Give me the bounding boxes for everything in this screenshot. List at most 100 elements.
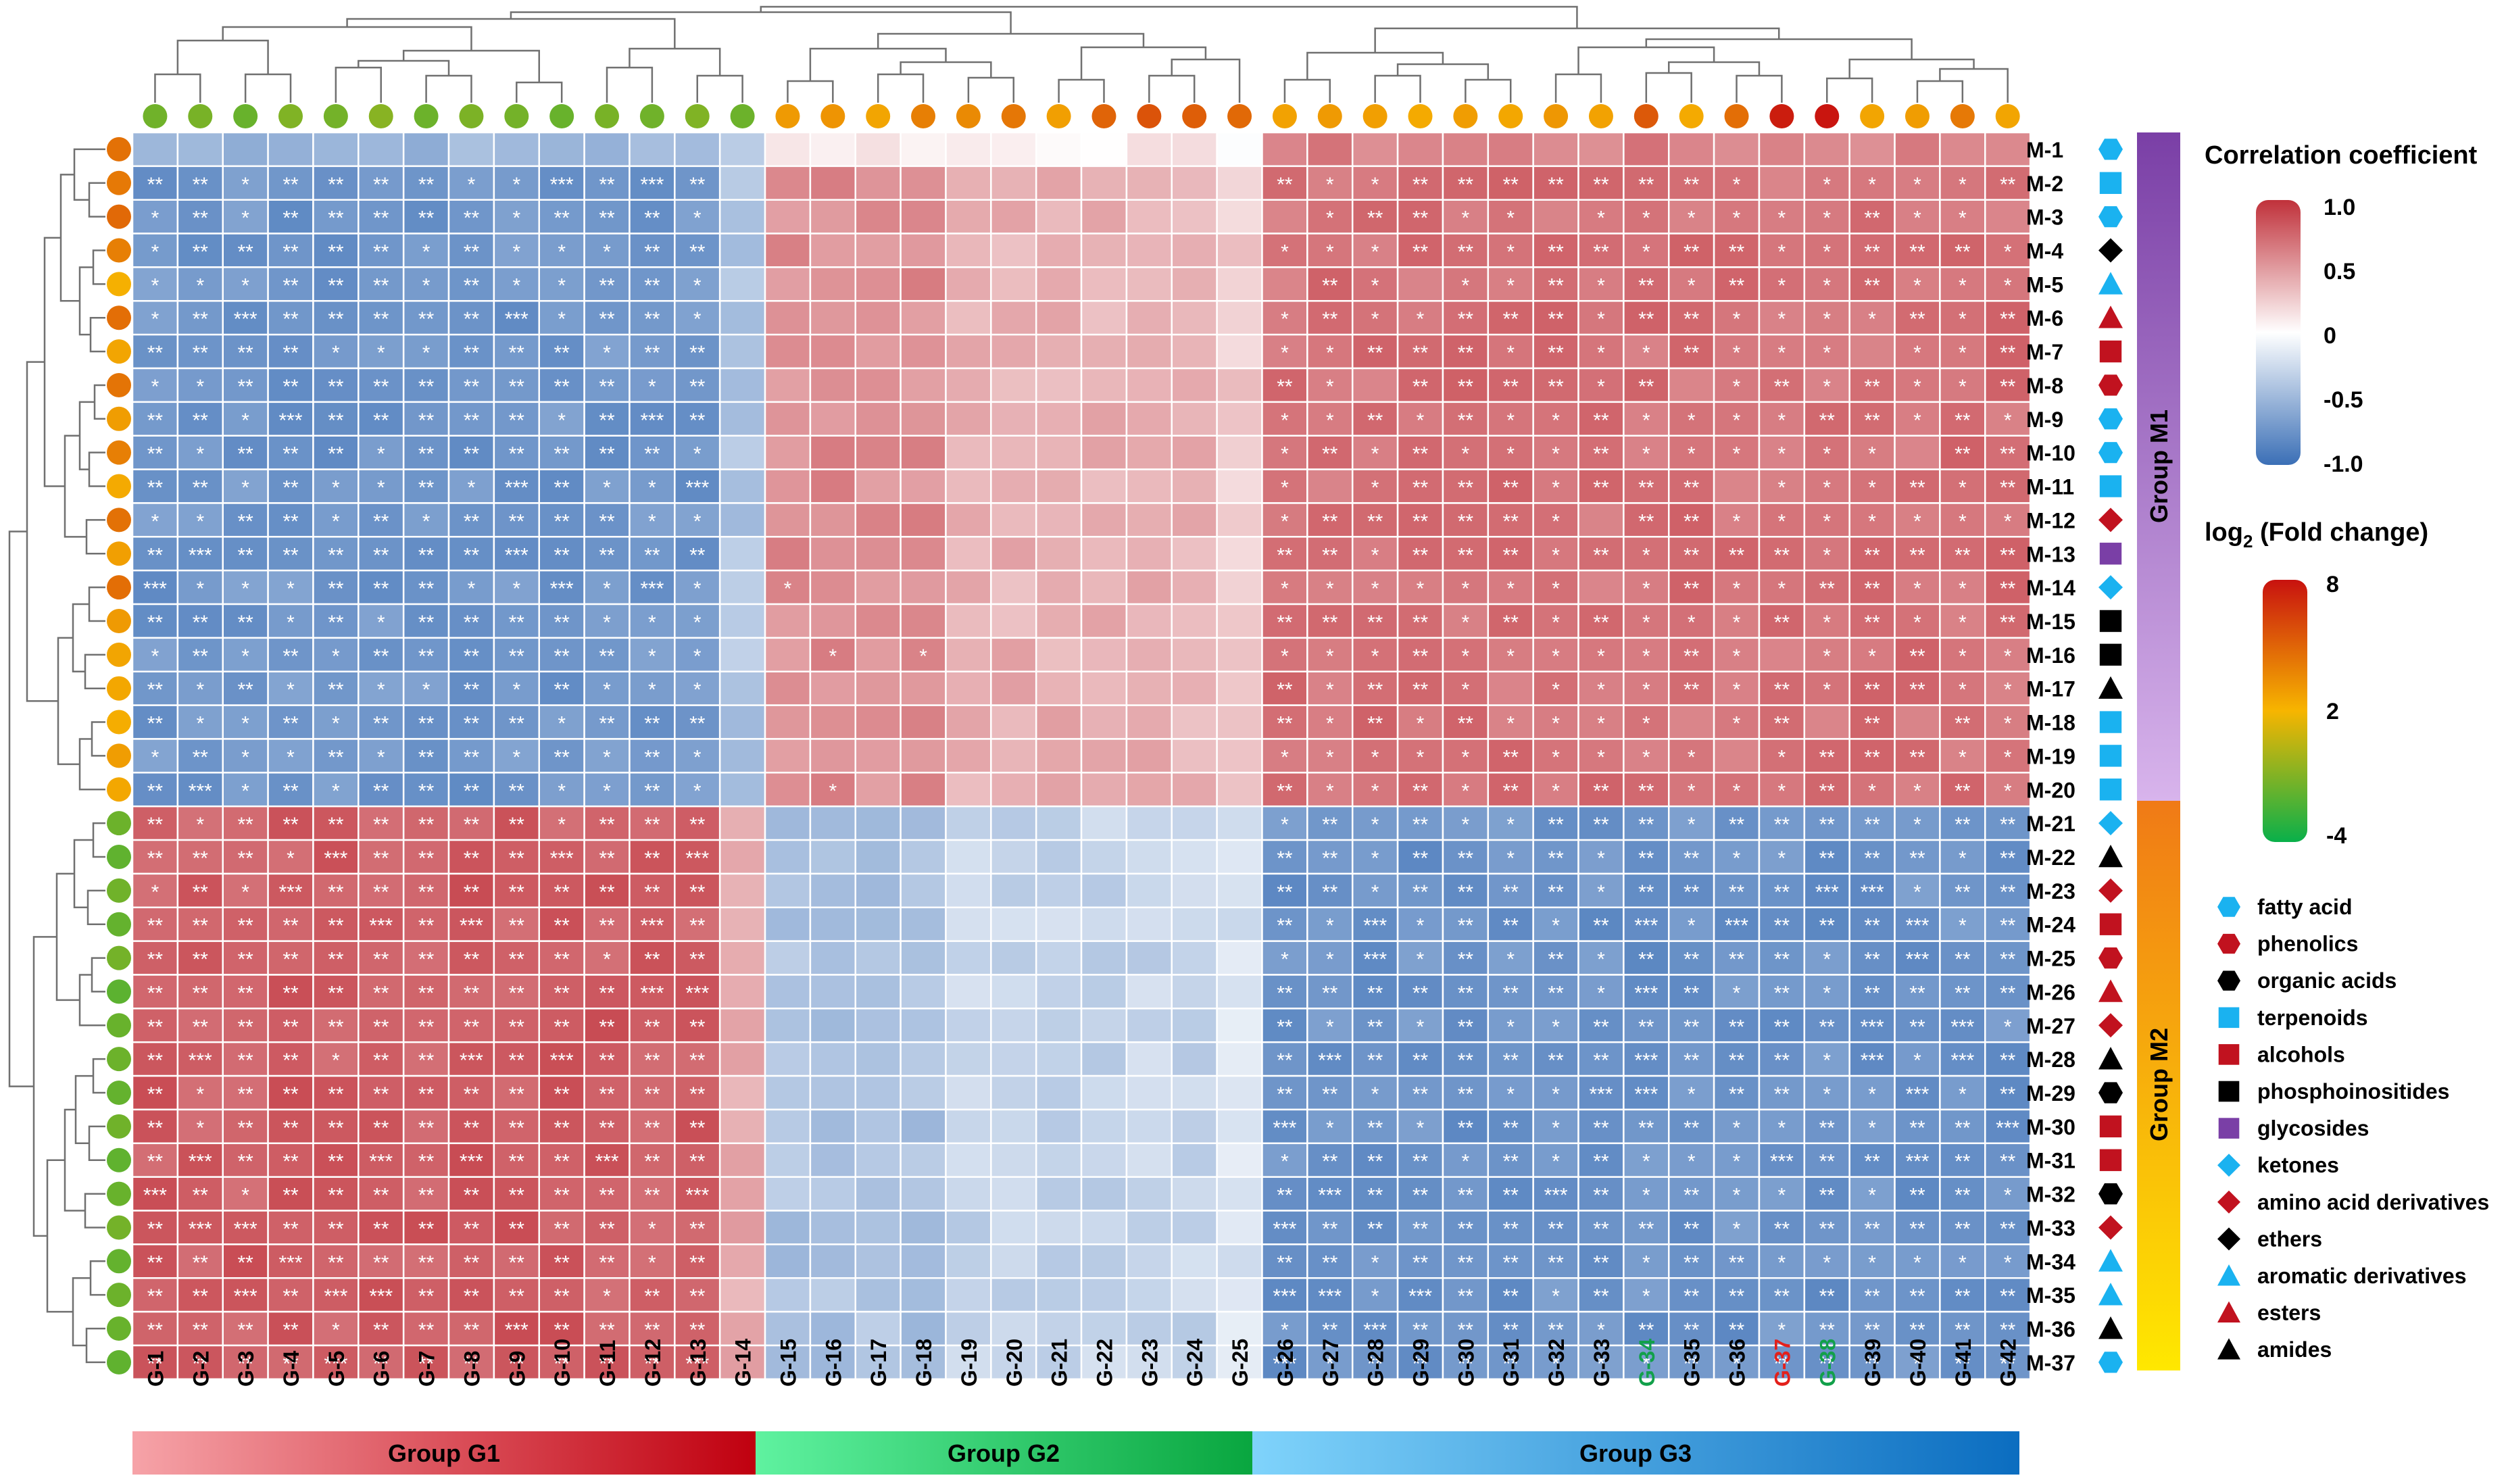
metabolite-fold-change-dot: [107, 945, 131, 970]
heatmap-cell: [764, 569, 812, 605]
heatmap-cell: [1035, 401, 1083, 437]
significance-mark: **: [554, 679, 570, 701]
significance-mark: *: [1778, 847, 1786, 870]
heatmap-cell: [1442, 333, 1490, 370]
significance-mark: *: [1642, 645, 1650, 668]
significance-mark: **: [418, 443, 435, 466]
heatmap-cell: [718, 131, 766, 168]
gene-fold-change-dot: [549, 104, 574, 128]
significance-mark: **: [1458, 1049, 1474, 1072]
dendrogram-link: [244, 73, 292, 103]
heatmap-cell: [1442, 738, 1490, 774]
heatmap-cell: [1894, 300, 1941, 336]
significance-mark: **: [464, 443, 480, 466]
significance-mark: ***: [324, 847, 347, 870]
significance-mark: *: [2004, 1252, 2012, 1274]
significance-mark: **: [554, 612, 570, 634]
significance-mark: **: [1909, 308, 1925, 330]
significance-mark: *: [693, 645, 702, 668]
significance-mark: **: [193, 207, 209, 230]
heatmap-cell: [809, 1142, 857, 1178]
significance-mark: *: [1371, 1285, 1379, 1308]
heatmap-cell: [1306, 670, 1354, 706]
significance-mark: ***: [460, 1151, 483, 1173]
heatmap-cell: [583, 637, 631, 673]
heatmap-cell: [1623, 131, 1670, 168]
heatmap-cell: [945, 1108, 992, 1145]
heatmap-cell: [1758, 367, 1806, 403]
significance-mark: *: [287, 679, 295, 701]
row-label: M-22: [2026, 845, 2075, 870]
heatmap-cell: [176, 300, 224, 336]
heatmap-cell: [1758, 502, 1806, 538]
column-label: G-40: [1906, 1339, 1930, 1387]
significance-mark: *: [2004, 274, 2012, 297]
significance-mark: **: [1638, 510, 1654, 533]
heatmap-cell: [1351, 232, 1399, 268]
significance-mark: **: [689, 713, 706, 735]
column-label: G-36: [1725, 1339, 1750, 1387]
significance-mark: **: [1503, 1185, 1519, 1207]
significance-mark: **: [1864, 207, 1880, 230]
significance-mark: *: [1417, 578, 1425, 600]
heatmap-cell: [447, 300, 495, 336]
heatmap-cell: [222, 266, 269, 302]
significance-mark: **: [418, 308, 435, 330]
significance-mark: *: [1281, 443, 1289, 466]
significance-mark: **: [1412, 207, 1429, 230]
heatmap-cell: [222, 738, 269, 774]
dendrogram-link: [154, 73, 201, 103]
column-label: G-16: [821, 1339, 845, 1387]
heatmap-cell: [764, 232, 812, 268]
significance-mark: *: [558, 713, 566, 735]
significance-mark: **: [644, 241, 660, 264]
significance-mark: **: [644, 780, 660, 802]
significance-mark: *: [693, 679, 702, 701]
significance-mark: **: [1322, 308, 1338, 330]
significance-mark: **: [464, 1285, 480, 1308]
heatmap-cell: [990, 1176, 1037, 1212]
significance-mark: **: [1955, 949, 1971, 971]
legend-class-label: amides: [2257, 1337, 2332, 1362]
significance-mark: *: [1552, 679, 1560, 701]
significance-mark: **: [509, 410, 525, 432]
dendrogram-link: [629, 47, 721, 76]
heatmap-cell: [402, 670, 450, 706]
significance-mark: *: [287, 612, 295, 634]
dendrogram-link: [89, 1260, 105, 1296]
significance-mark: **: [644, 1016, 660, 1038]
heatmap-cell: [1939, 232, 1986, 268]
heatmap-cell: [1035, 1008, 1083, 1043]
significance-mark: **: [689, 1151, 706, 1173]
significance-mark: **: [599, 308, 615, 330]
significance-mark: **: [1458, 477, 1474, 499]
heatmap-cell: [176, 266, 224, 302]
significance-mark: *: [1959, 308, 1967, 330]
heatmap-cell: [854, 974, 902, 1010]
significance-mark: **: [1684, 881, 1700, 904]
heatmap-cell: [854, 1041, 902, 1077]
heatmap-cell: [222, 435, 269, 470]
heatmap-cell: [1171, 569, 1218, 605]
significance-mark: **: [328, 1117, 344, 1139]
dendrogram-link: [176, 39, 269, 74]
heatmap-cell: [447, 435, 495, 470]
heatmap-cell: [1171, 232, 1218, 268]
row-label: M-8: [2026, 374, 2063, 398]
heatmap-cell: [1848, 704, 1896, 740]
significance-mark: *: [241, 1185, 249, 1207]
significance-mark: **: [193, 746, 209, 768]
significance-mark: **: [1412, 1049, 1429, 1072]
significance-mark: *: [422, 679, 431, 701]
significance-mark: **: [373, 847, 389, 870]
significance-mark: *: [693, 443, 702, 466]
significance-mark: **: [1819, 1016, 1836, 1038]
heatmap-cell: [176, 131, 224, 168]
heatmap-cell: [1080, 300, 1128, 336]
heatmap-cell: [1848, 502, 1896, 538]
significance-mark: *: [1552, 780, 1560, 802]
heatmap-cell: [718, 1243, 766, 1279]
significance-mark: *: [1868, 1117, 1876, 1139]
significance-mark: **: [373, 544, 389, 566]
significance-mark: **: [464, 814, 480, 836]
